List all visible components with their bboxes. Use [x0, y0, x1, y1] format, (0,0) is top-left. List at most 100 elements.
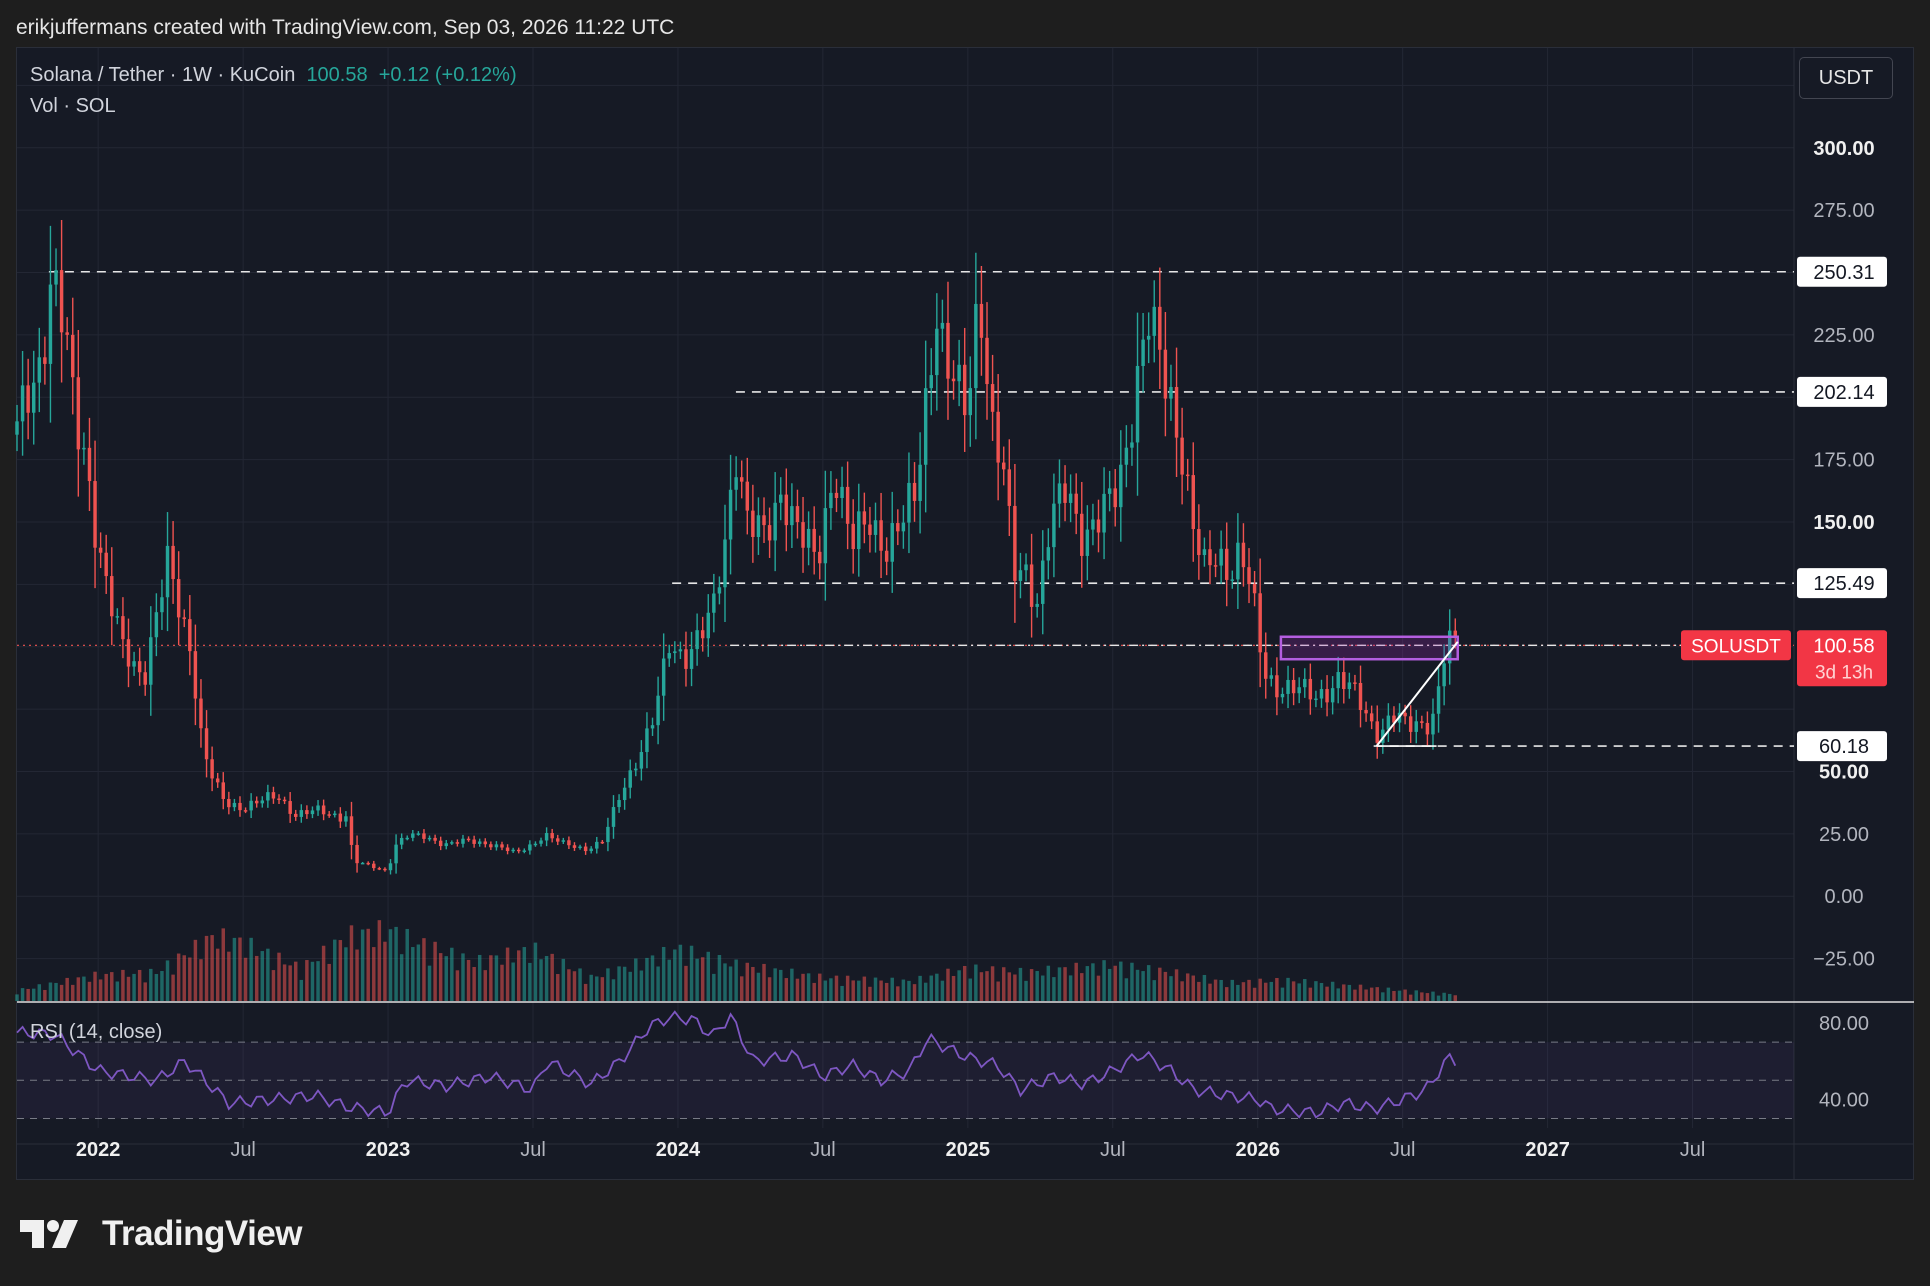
volume-bar: [182, 955, 186, 1001]
currency-unit-button[interactable]: USDT: [1799, 57, 1893, 99]
candle-body: [533, 843, 538, 846]
volume-bar: [132, 973, 136, 1001]
volume-bar: [1046, 965, 1051, 1001]
price-axis-tick: 50.00: [1819, 761, 1869, 783]
level-price-label: 60.18: [1819, 736, 1869, 758]
volume-bar: [165, 960, 170, 1001]
volume-bar: [974, 964, 978, 1001]
candle-body: [689, 649, 694, 669]
volume-bar: [1403, 989, 1407, 1001]
volume-bar: [65, 977, 69, 1001]
candle-body: [896, 523, 900, 532]
volume-bar: [416, 944, 421, 1001]
volume-bar: [1408, 994, 1413, 1001]
volume-bar: [1269, 981, 1274, 1001]
volume-bar: [1152, 980, 1156, 1001]
candle-body: [985, 337, 989, 385]
volume-bar: [600, 977, 605, 1001]
candle-body: [946, 322, 950, 379]
volume-bar: [1397, 990, 1402, 1001]
volume-bar: [160, 971, 164, 1001]
candle-body: [115, 616, 120, 618]
volume-bar: [684, 965, 688, 1001]
volume-bar: [667, 959, 671, 1001]
time-axis-tick: Jul: [1390, 1139, 1416, 1161]
volume-bar: [678, 944, 683, 1001]
volume-bar: [1063, 967, 1067, 1001]
volume-bar: [210, 935, 214, 1001]
candle-body: [739, 477, 744, 482]
drawing-overlays: [1279, 635, 1459, 747]
price-change: +0.12 (+0.12%): [378, 64, 517, 86]
candle-body: [622, 787, 627, 801]
candle-body: [511, 849, 515, 852]
volume-bar: [639, 970, 644, 1001]
volume-bar: [121, 969, 125, 1001]
candle-body: [126, 639, 131, 667]
rsi-legend[interactable]: RSI (14, close): [30, 1021, 163, 1043]
volume-bar: [227, 951, 231, 1001]
candle-body: [656, 695, 660, 726]
volume-bar: [1241, 982, 1246, 1001]
candle-body: [48, 284, 53, 364]
candle-body: [171, 545, 175, 580]
candle-body: [98, 547, 103, 553]
level-price-label: 202.14: [1813, 382, 1874, 404]
volume-bar: [321, 945, 326, 1001]
volume-bar: [645, 957, 649, 1001]
volume-bar: [266, 948, 270, 1001]
candle-body: [333, 813, 337, 816]
candle-body: [411, 833, 415, 838]
ticker-symbol-label: SOLUSDT: [1691, 636, 1781, 657]
level-price-tag: [1797, 568, 1887, 599]
candle-body: [31, 382, 36, 413]
price-axis-tick: 300.00: [1813, 138, 1874, 160]
volume-bar: [188, 957, 192, 1001]
volume-bar: [176, 953, 181, 1001]
candle-body: [829, 492, 833, 509]
candle-body: [600, 841, 605, 844]
bar-countdown: 3d 13h: [1815, 662, 1873, 683]
time-axis-tick: Jul: [230, 1139, 256, 1161]
tradingview-brand[interactable]: TradingView: [20, 1212, 303, 1256]
volume-bar: [1007, 972, 1012, 1001]
candle-body: [1208, 549, 1212, 566]
candle-body: [54, 270, 58, 285]
candle-body: [879, 520, 883, 551]
volume-bar: [221, 928, 225, 1001]
volume-bar: [1130, 962, 1134, 1001]
candle-body: [784, 494, 789, 526]
rsi-line: [16, 1010, 1457, 1119]
candle-body: [728, 489, 733, 540]
candle-body: [589, 848, 593, 852]
candle-body: [1369, 713, 1374, 722]
candle-body: [433, 837, 437, 841]
candle-body: [1236, 542, 1240, 580]
volume-bar: [1091, 963, 1095, 1001]
candle-body: [628, 770, 632, 788]
candle-body: [355, 844, 359, 864]
candle-body: [957, 364, 961, 382]
volume-legend[interactable]: Vol · SOL: [30, 95, 116, 117]
candle-body: [1080, 513, 1084, 556]
volume-bar: [1319, 982, 1324, 1001]
volume-bar: [1074, 962, 1078, 1001]
volume-bar: [149, 968, 153, 1001]
time-axis: 2022 Jul 2023 Jul 2024 Jul 2025 Jul 2026 Jul 2027 J…: [76, 1139, 1705, 1161]
candle-body: [305, 810, 309, 815]
volume-bar: [1280, 987, 1285, 1001]
candle-body: [673, 651, 677, 654]
volume-bar: [1113, 965, 1117, 1001]
volume-bar: [494, 955, 499, 1001]
volume-bar: [277, 952, 281, 1001]
volume-bar: [1141, 971, 1145, 1001]
volume-bar: [104, 973, 108, 1001]
volume-bar: [923, 982, 928, 1001]
volume-bar: [1442, 992, 1446, 1001]
candle-body: [110, 576, 114, 617]
symbol-legend[interactable]: Solana / Tether · 1W · KuCoin 100.58 +0.…: [30, 64, 517, 87]
volume-bar: [611, 979, 616, 1001]
candle-body: [266, 792, 270, 801]
candle-body: [132, 661, 136, 667]
